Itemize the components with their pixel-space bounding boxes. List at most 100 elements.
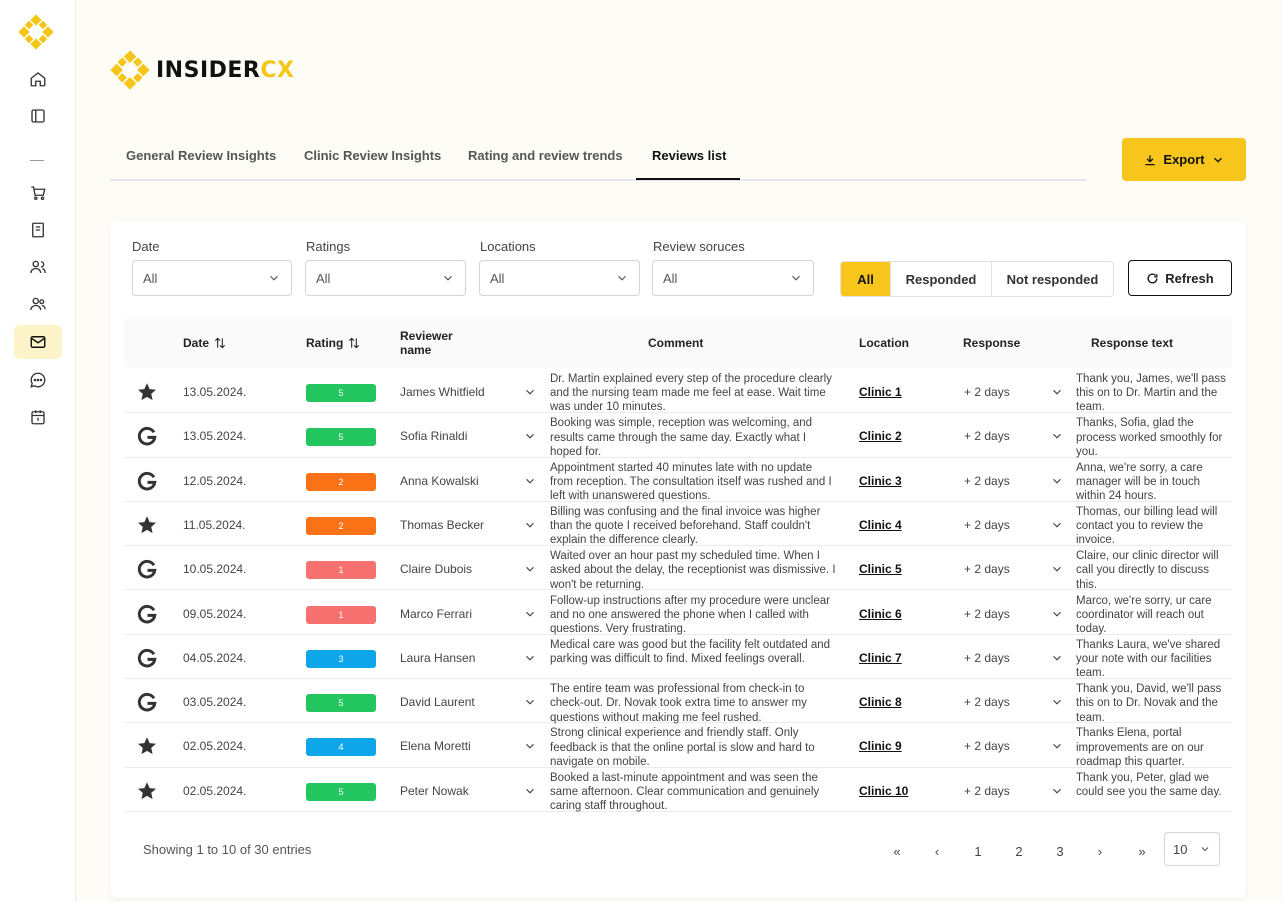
sidebar-item-chat[interactable] (14, 363, 62, 397)
last-page-button[interactable]: » (1138, 843, 1146, 859)
location-link[interactable]: Clinic 6 (859, 606, 902, 621)
response-text: Thanks Laura, we've shared your note wit… (1076, 638, 1221, 680)
ratings-filter-select[interactable]: All (305, 260, 466, 296)
sidebar-item-layout[interactable] (14, 99, 62, 133)
response-text: Claire, our clinic director will call yo… (1076, 550, 1219, 591)
expand-response-chevron-icon[interactable] (1050, 562, 1064, 576)
review-date: 13.05.2024. (183, 385, 247, 399)
locations-filter-select[interactable]: All (479, 260, 640, 296)
location-link[interactable]: Clinic 7 (859, 650, 902, 665)
brand-logo-icon[interactable] (18, 14, 54, 50)
date-filter-select[interactable]: All (132, 260, 292, 296)
review-comment: Billing was confusing and the final invo… (550, 505, 821, 547)
tab-clinic-review-insights[interactable]: Clinic Review Insights (304, 148, 442, 163)
location-link[interactable]: Clinic 4 (859, 517, 902, 532)
page-2-button[interactable]: 2 (1015, 843, 1023, 859)
header-comment: Comment (648, 336, 704, 350)
sources-filter-select[interactable]: All (652, 260, 814, 296)
sidebar-item-book[interactable] (14, 213, 62, 247)
refresh-button[interactable]: Refresh (1128, 260, 1232, 296)
table-row: 13.05.2024. 5 James Whitfield Dr. Martin ex… (124, 369, 1232, 413)
location-link[interactable]: Clinic 3 (859, 473, 902, 488)
expand-response-chevron-icon[interactable] (1050, 651, 1064, 665)
rating-badge: 2 (306, 516, 376, 535)
expand-response-chevron-icon[interactable] (1050, 695, 1064, 709)
table-row: 04.05.2024. 3 Laura Hansen Medical care was… (124, 635, 1232, 679)
expand-response-chevron-icon[interactable] (1050, 739, 1064, 753)
expand-response-chevron-icon[interactable] (1050, 607, 1064, 621)
prev-page-button[interactable]: ‹ (934, 843, 940, 859)
response-text: Thank you, David, we'll pass this on to … (1076, 683, 1222, 724)
review-comment: Booking was simple, reception was welcom… (550, 417, 813, 458)
response-time: + 2 days (964, 429, 1010, 444)
sidebar-item-team[interactable] (14, 287, 62, 321)
header-rating[interactable]: Rating (306, 336, 361, 350)
expand-response-chevron-icon[interactable] (1050, 518, 1064, 532)
response-time: + 2 days (964, 650, 1010, 665)
expand-response-chevron-icon[interactable] (1050, 784, 1064, 798)
expand-response-chevron-icon[interactable] (1050, 385, 1064, 399)
review-comment: Appointment started 40 minutes late with… (550, 461, 832, 502)
chevron-down-icon (1201, 847, 1209, 852)
location-link[interactable]: Clinic 2 (859, 429, 902, 444)
reviewer-name: Elena Moretti (400, 739, 471, 754)
expand-reviewer-chevron-icon[interactable] (523, 429, 537, 443)
expand-reviewer-chevron-icon[interactable] (523, 739, 537, 753)
sort-icon (349, 337, 360, 349)
users-icon (30, 260, 46, 274)
google-icon (137, 427, 157, 446)
next-page-button[interactable]: › (1097, 843, 1103, 859)
expand-reviewer-chevron-icon[interactable] (523, 695, 537, 709)
header-date[interactable]: Date (183, 336, 227, 350)
first-page-button[interactable]: « (893, 843, 901, 859)
expand-reviewer-chevron-icon[interactable] (523, 518, 537, 532)
location-link[interactable]: Clinic 5 (859, 562, 902, 577)
expand-reviewer-chevron-icon[interactable] (523, 474, 537, 488)
sidebar-item-calendar[interactable] (14, 400, 62, 434)
location-link[interactable]: Clinic 8 (859, 695, 902, 710)
response-time: + 2 days (964, 517, 1010, 532)
star-icon (138, 781, 156, 799)
page-3-button[interactable]: 3 (1056, 843, 1064, 859)
review-date: 11.05.2024. (183, 517, 246, 532)
segment-responded[interactable]: Responded (891, 262, 992, 296)
rating-badge: 5 (306, 384, 376, 402)
tab-general-review-insights[interactable]: General Review Insights (126, 148, 277, 163)
table-row: 10.05.2024. 1 Claire Dubois Waited over an … (124, 546, 1232, 591)
table-header: Date Rating Reviewer name Comment Locati… (124, 319, 1232, 367)
segment-not-responded[interactable]: Not responded (1006, 271, 1099, 287)
tab-rating-review-trends[interactable]: Rating and review trends (468, 148, 623, 163)
expand-reviewer-chevron-icon[interactable] (523, 385, 537, 399)
expand-reviewer-chevron-icon[interactable] (523, 562, 537, 576)
tab-reviews-list[interactable]: Reviews list (652, 148, 727, 163)
response-text: Thanks Elena, portal improvements are on… (1076, 727, 1204, 768)
reviewer-name: Peter Nowak (400, 783, 469, 798)
location-link[interactable]: Clinic 1 (859, 385, 902, 399)
brand-name: INSIDERCX (156, 58, 294, 83)
expand-reviewer-chevron-icon[interactable] (523, 651, 537, 665)
cart-icon (31, 186, 46, 201)
sidebar-item-users[interactable] (14, 250, 62, 284)
expand-response-chevron-icon[interactable] (1050, 429, 1064, 443)
main-content: INSIDERCX General Review Insights Clinic… (76, 0, 1282, 902)
review-comment: The entire team was professional from ch… (550, 683, 807, 724)
expand-reviewer-chevron-icon[interactable] (523, 607, 537, 621)
reviewer-name: Marco Ferrari (400, 606, 473, 621)
sidebar-item-cart[interactable] (14, 176, 62, 210)
google-icon (137, 604, 157, 623)
home-icon (30, 72, 46, 87)
page-1-button[interactable]: 1 (974, 843, 982, 859)
refresh-icon (1147, 272, 1158, 283)
chevron-down-icon (1213, 157, 1222, 163)
sidebar-item-mail[interactable] (14, 325, 62, 359)
export-button[interactable]: Export (1122, 138, 1246, 181)
review-date: 12.05.2024. (183, 473, 247, 488)
sidebar-item-home[interactable] (14, 62, 62, 96)
expand-response-chevron-icon[interactable] (1050, 474, 1064, 488)
header-response-text: Response text (1091, 336, 1174, 350)
location-link[interactable]: Clinic 9 (859, 739, 902, 754)
location-link[interactable]: Clinic 10 (859, 783, 909, 798)
page-size-select[interactable]: 10 (1164, 832, 1220, 866)
segment-all[interactable]: All (841, 262, 891, 296)
expand-reviewer-chevron-icon[interactable] (523, 784, 537, 798)
